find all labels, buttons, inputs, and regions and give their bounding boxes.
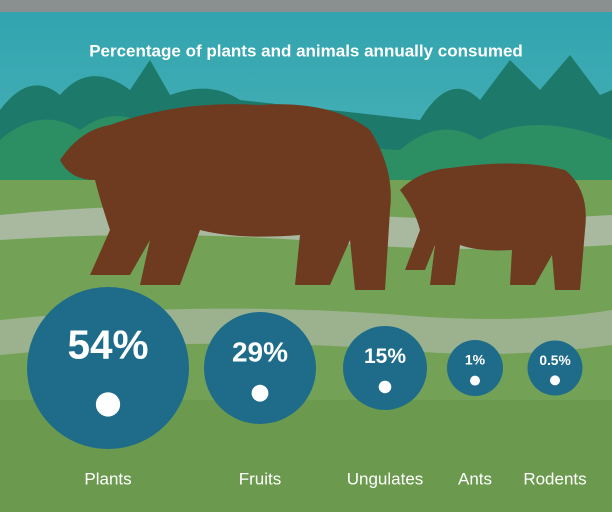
category-label: Plants: [84, 469, 131, 488]
top-band: [0, 0, 612, 12]
icon: [550, 375, 560, 386]
chart-title: Percentage of plants and animals annuall…: [89, 41, 523, 60]
icon: [251, 384, 269, 402]
category-label: Ungulates: [347, 469, 424, 488]
value-label: 1%: [465, 352, 486, 368]
bear: [60, 104, 391, 290]
bubble: [447, 340, 503, 396]
value-label: 54%: [67, 321, 148, 367]
category-label: Rodents: [523, 469, 586, 488]
category-label: Ants: [458, 469, 492, 488]
value-label: 29%: [232, 336, 288, 367]
bubble: [343, 326, 427, 410]
category-label: Fruits: [239, 469, 282, 488]
bubble: [204, 312, 316, 424]
icon: [95, 392, 121, 417]
icon: [470, 375, 480, 386]
icon: [378, 380, 392, 394]
value-label: 0.5%: [539, 353, 570, 368]
bubble: [527, 340, 583, 396]
value-label: 15%: [364, 345, 406, 368]
bubble: [27, 287, 189, 449]
bear-cub: [400, 163, 586, 290]
